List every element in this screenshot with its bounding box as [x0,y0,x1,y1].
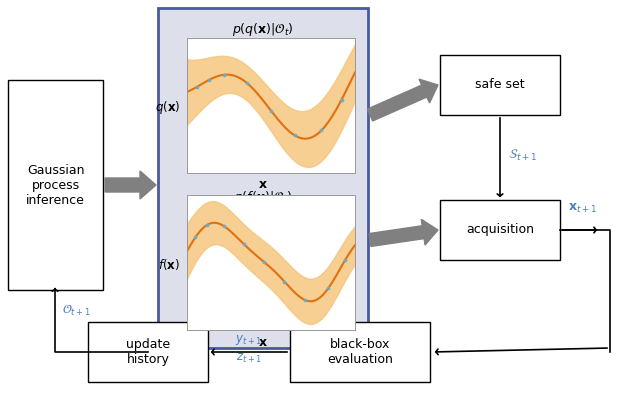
Text: $q(\mathbf{x})$: $q(\mathbf{x})$ [155,100,180,116]
Text: Gaussian
process
inference: Gaussian process inference [26,164,85,206]
Point [279,278,289,285]
Point [337,96,347,103]
Text: $p(q(\mathbf{x})|\mathcal{O}_t)$: $p(q(\mathbf{x})|\mathcal{O}_t)$ [232,21,294,39]
Point [239,241,249,248]
Point [190,234,200,241]
FancyArrow shape [369,219,438,247]
Point [266,108,276,114]
Point [219,71,229,78]
FancyBboxPatch shape [290,322,430,382]
FancyBboxPatch shape [158,8,368,348]
Point [289,132,300,139]
Text: $\mathcal{S}_{t+1}$: $\mathcal{S}_{t+1}$ [508,147,537,162]
FancyArrow shape [105,171,156,199]
Text: update
history: update history [126,338,170,366]
Text: $p(f(\mathbf{x})|\mathcal{O}_t)$: $p(f(\mathbf{x})|\mathcal{O}_t)$ [234,189,292,206]
Point [340,257,350,264]
Text: $y_{t+1}$: $y_{t+1}$ [236,333,262,347]
Text: $\mathbf{x}$: $\mathbf{x}$ [258,177,268,191]
FancyArrow shape [367,79,438,121]
Point [300,297,310,303]
Point [192,84,202,90]
Point [316,127,326,134]
Point [202,222,212,228]
FancyBboxPatch shape [440,55,560,115]
Text: $\mathbf{x}$: $\mathbf{x}$ [258,335,268,349]
Point [243,80,253,87]
Point [219,223,229,229]
Point [259,259,269,265]
Text: $\mathbf{x}_{t+1}$: $\mathbf{x}_{t+1}$ [568,201,597,214]
FancyBboxPatch shape [440,200,560,260]
Text: $f(\mathbf{x})$: $f(\mathbf{x})$ [158,258,180,272]
FancyBboxPatch shape [8,80,103,290]
Text: acquisition: acquisition [466,224,534,237]
FancyBboxPatch shape [88,322,208,382]
Text: safe set: safe set [475,79,525,91]
Text: black-box
evaluation: black-box evaluation [327,338,393,366]
Point [204,77,214,83]
Point [323,285,333,292]
Text: $z_{t+1}$: $z_{t+1}$ [236,351,262,364]
Text: $\mathcal{O}_{t+1}$: $\mathcal{O}_{t+1}$ [62,303,91,318]
